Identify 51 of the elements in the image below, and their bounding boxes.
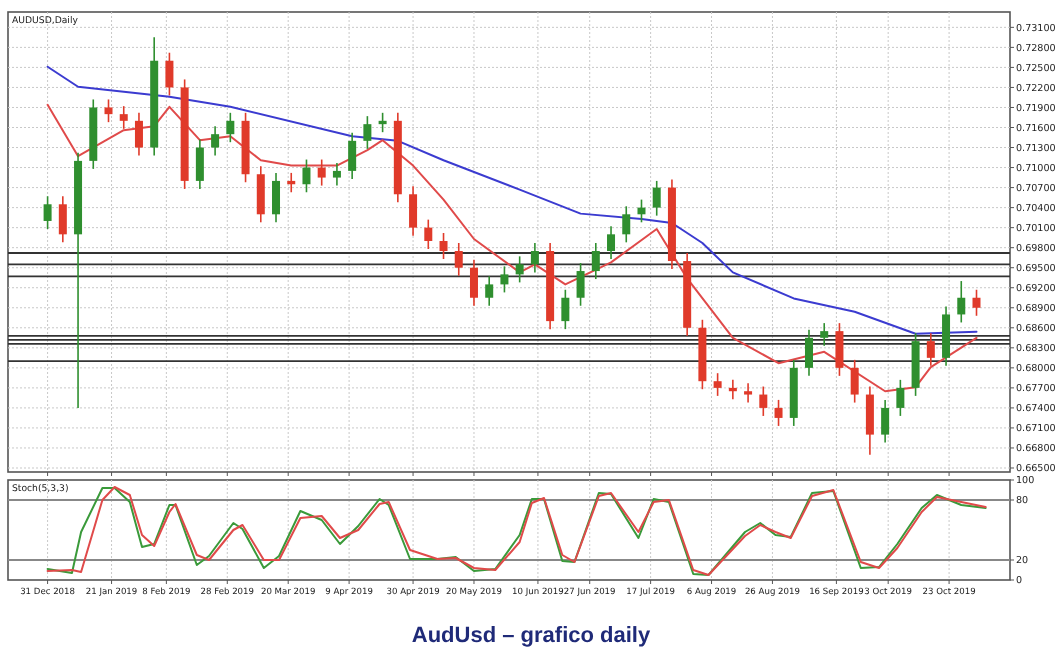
candlestick xyxy=(530,242,539,274)
candlestick xyxy=(58,195,67,244)
line-series xyxy=(46,65,978,335)
candlestick xyxy=(881,399,890,444)
candlestick xyxy=(469,258,478,307)
candlestick xyxy=(272,172,281,224)
candlestick xyxy=(500,265,509,294)
candlestick xyxy=(911,332,920,397)
candlestick xyxy=(317,158,326,187)
candlestick xyxy=(119,105,128,130)
candlestick xyxy=(591,242,600,280)
candlestick xyxy=(637,198,646,224)
candlestick xyxy=(195,138,204,190)
candlestick xyxy=(850,359,859,404)
candlestick xyxy=(607,225,616,260)
candlestick xyxy=(926,332,935,367)
candlestick xyxy=(835,322,844,377)
candlestick xyxy=(302,158,311,194)
candlestick xyxy=(744,382,753,404)
candlestick xyxy=(652,180,661,217)
line-series xyxy=(46,103,978,393)
candlestick xyxy=(774,399,783,427)
candlestick xyxy=(896,379,905,417)
candlestick xyxy=(576,262,585,307)
candlestick xyxy=(439,232,448,260)
candlestick xyxy=(942,305,951,367)
text: AudUsd – grafico daily xyxy=(411,624,652,648)
candlestick xyxy=(515,255,524,284)
candlestick xyxy=(972,288,981,317)
candlestick xyxy=(622,205,631,244)
candlestick xyxy=(211,125,220,157)
candlestick xyxy=(43,195,52,230)
candlestick xyxy=(713,372,722,397)
candlestick xyxy=(226,112,235,143)
candlestick xyxy=(256,165,265,224)
candlestick xyxy=(454,242,463,277)
candlestick xyxy=(104,98,113,123)
candlestick xyxy=(804,328,813,377)
candlestick xyxy=(348,132,357,180)
candlestick xyxy=(363,115,372,150)
candlestick xyxy=(424,218,433,250)
candlestick xyxy=(865,385,874,456)
candlestick xyxy=(957,280,966,324)
candlestick xyxy=(820,322,829,347)
candlestick xyxy=(759,385,768,417)
candlestick xyxy=(134,112,143,157)
candlestick xyxy=(485,275,494,307)
candlestick xyxy=(561,288,570,330)
candlestick xyxy=(332,162,341,187)
candlestick xyxy=(165,51,174,97)
candlestick xyxy=(409,185,418,237)
